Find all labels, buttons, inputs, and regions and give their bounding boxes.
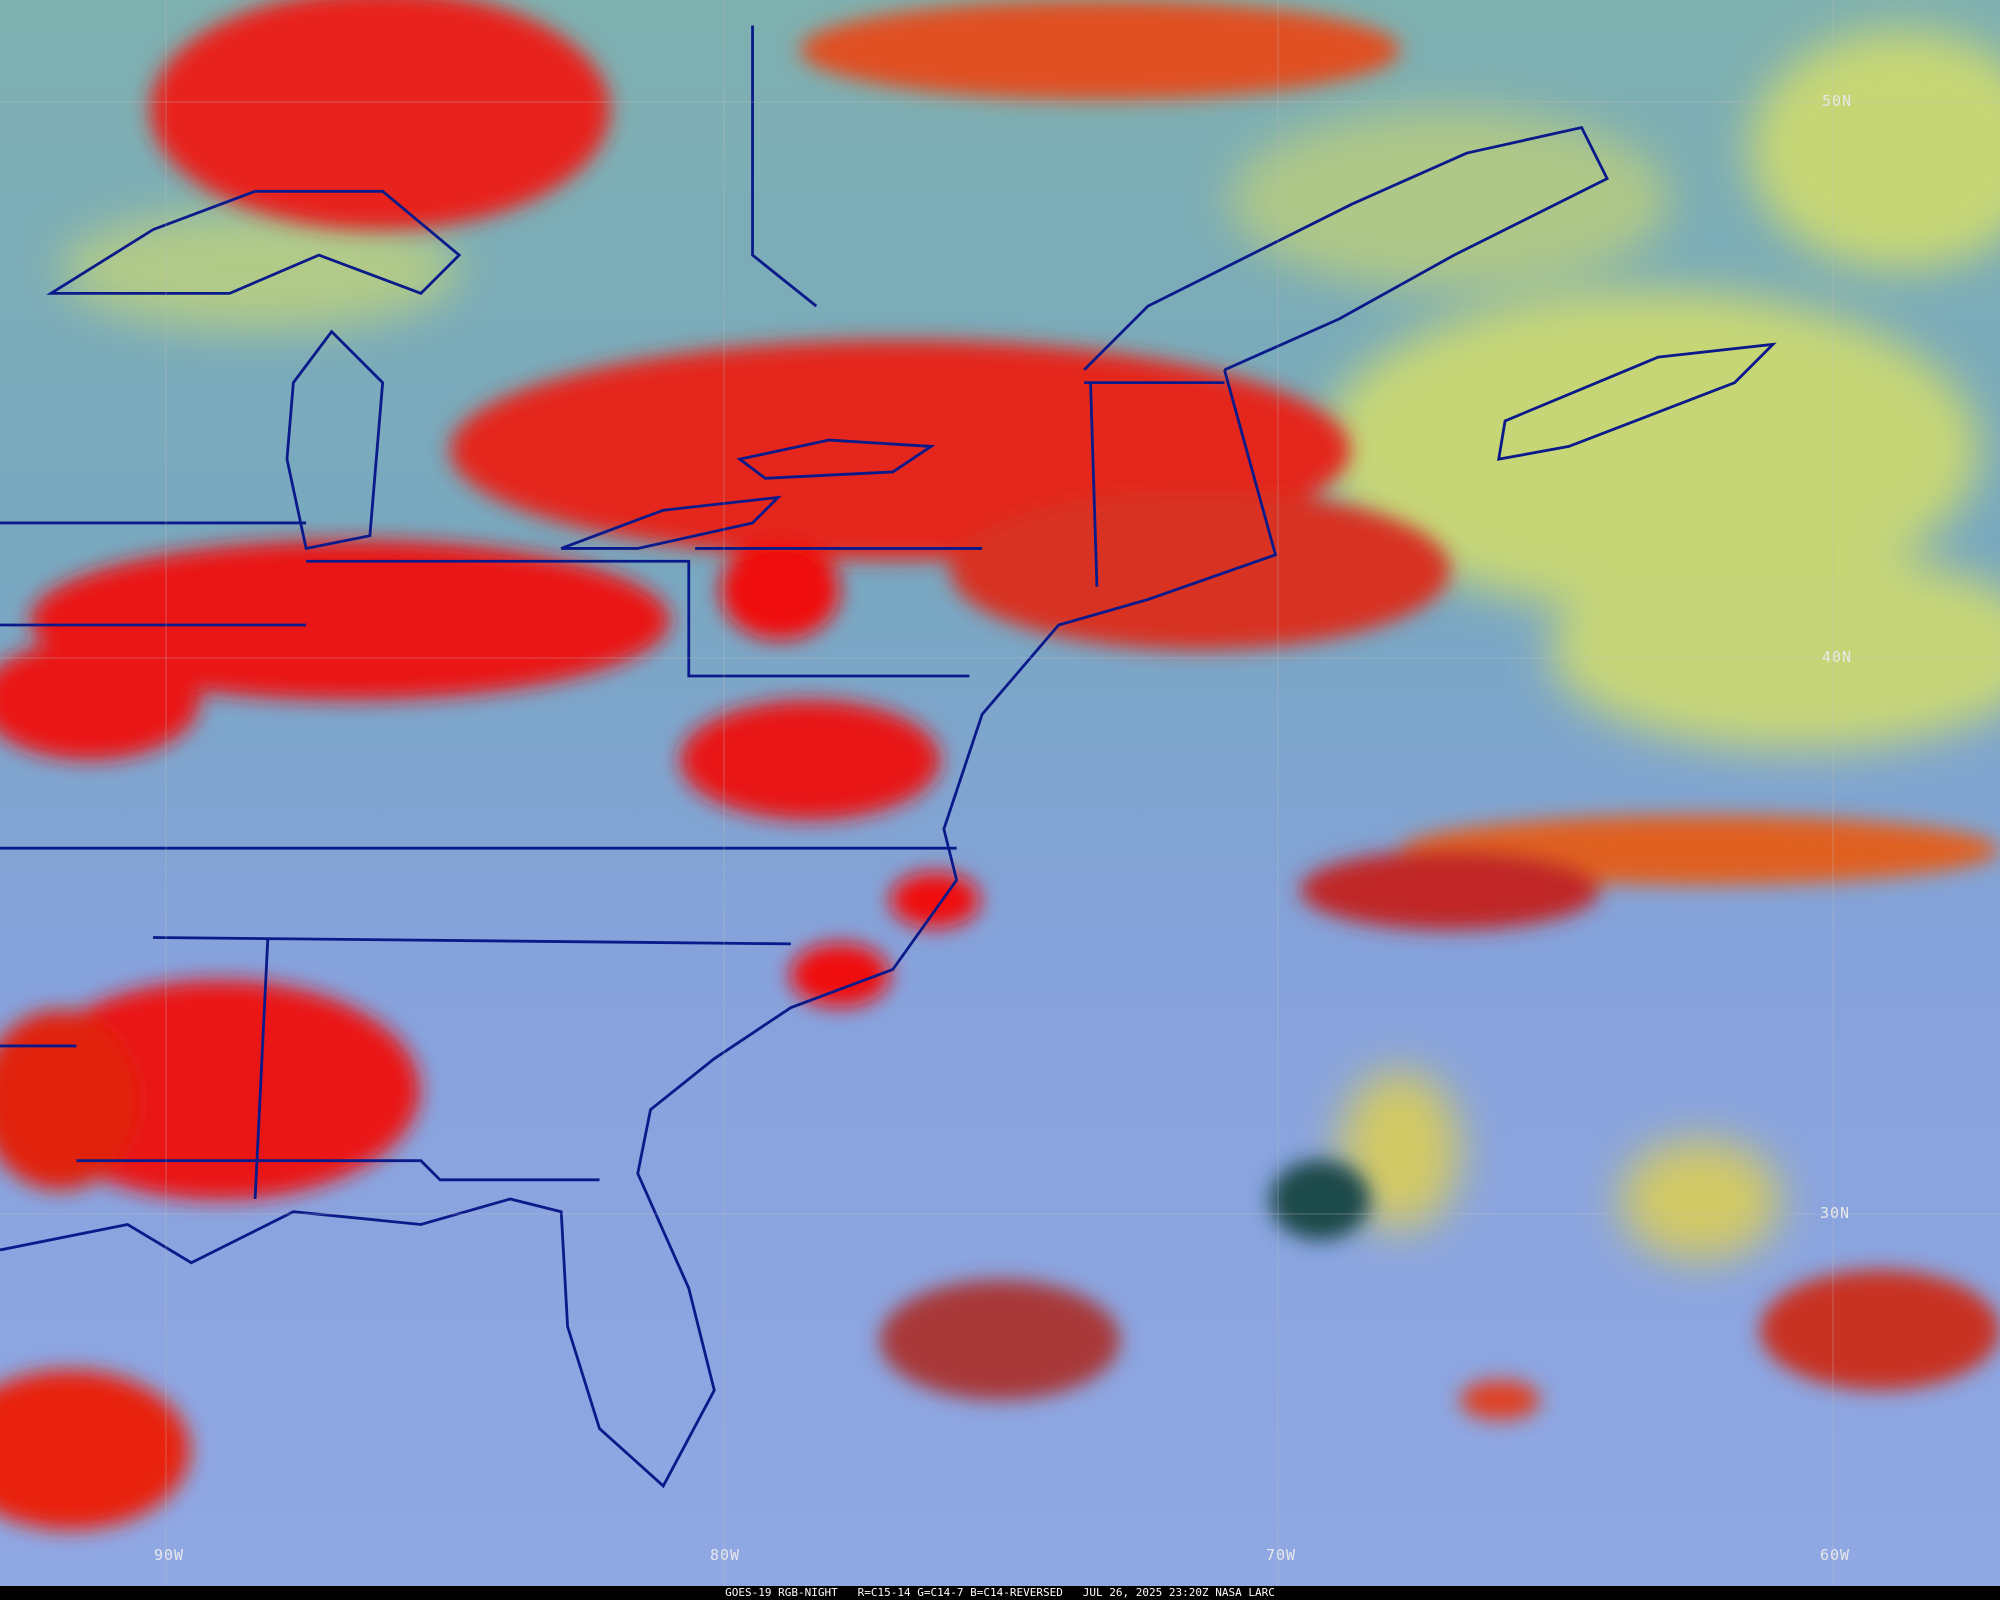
timestamp: JUL 26, 2025 23:20Z: [1082, 1586, 1209, 1599]
lake-ontario: [736, 438, 936, 480]
canada-coastline: [1083, 125, 1610, 372]
deep-convective-clouds: [0, 0, 2000, 1530]
atlantic-coastline: [0, 369, 1278, 1489]
nova-scotia: [1497, 342, 1777, 461]
lake-michigan: [285, 329, 385, 551]
low-cloud-yellow: [60, 30, 2000, 1260]
lon-label-80w: 80W: [710, 1546, 741, 1564]
lon-label-90w: 90W: [154, 1546, 185, 1564]
lat-label-40n: 40N: [1822, 648, 1853, 666]
political-boundaries: [0, 25, 1777, 1489]
channel-recipe: R=C15-14 G=C14-7 B=C14-REVERSED: [857, 1586, 1063, 1599]
credit: NASA LARC: [1215, 1586, 1275, 1599]
lake-superior: [46, 189, 462, 295]
image-caption: GOES-19 RGB-NIGHT R=C15-14 G=C14-7 B=C14…: [0, 1586, 2000, 1600]
state-lines: [0, 25, 1225, 1200]
lake-erie: [560, 495, 782, 550]
lat-label-50n: 50N: [1822, 92, 1853, 110]
lon-label-60w: 60W: [1820, 1546, 1851, 1564]
product-name: GOES-19 RGB-NIGHT: [725, 1586, 838, 1599]
lon-label-70w: 70W: [1266, 1546, 1297, 1564]
lat-label-30n: 30N: [1820, 1204, 1851, 1222]
